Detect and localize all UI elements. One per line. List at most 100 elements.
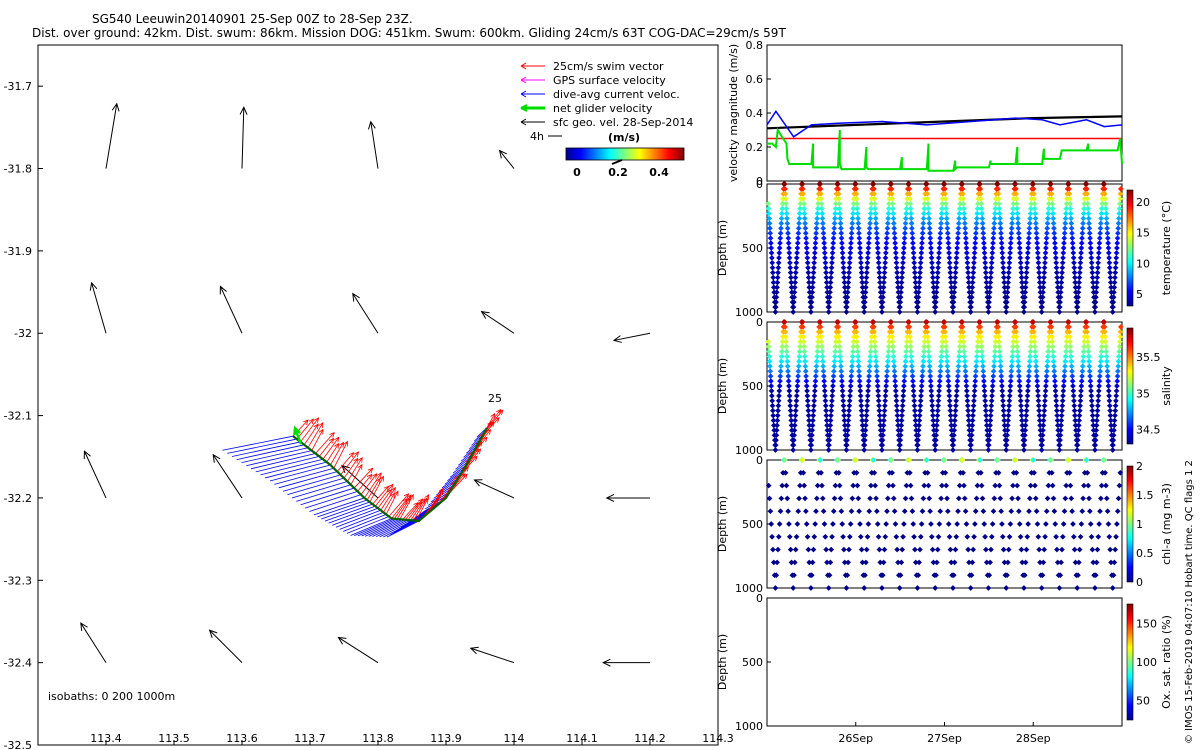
profile-sample (890, 210, 897, 217)
profile-sample (1099, 333, 1106, 340)
profile-sample (882, 250, 889, 256)
profile-sample (999, 521, 1005, 527)
profile-sample (982, 397, 989, 404)
profile-sample (937, 230, 944, 237)
profile-sample (866, 368, 873, 375)
profile-sample (912, 417, 919, 424)
profile-sample (908, 220, 915, 227)
profile-sample (979, 348, 985, 355)
profile-sample (1054, 417, 1061, 424)
profile-sample (909, 230, 916, 237)
profile-sample (858, 397, 864, 404)
profile-sample (854, 348, 861, 355)
profile-sample (799, 181, 806, 187)
profile-sample (819, 205, 825, 212)
profile-sample (904, 333, 910, 340)
profile-sample (1093, 432, 1099, 439)
profile-sample (934, 279, 940, 286)
profile-sample (859, 412, 865, 419)
geo-velocity-arrow (473, 479, 515, 499)
profile-sample (1105, 240, 1111, 246)
swim-vector (340, 451, 360, 476)
profile-sample (1015, 368, 1022, 375)
profile-sample (805, 274, 812, 281)
profile-sample (1009, 358, 1015, 365)
profile-sample (1115, 225, 1122, 232)
profile-sample (767, 230, 774, 237)
profile-sample (1058, 412, 1065, 419)
profile-sample (1115, 363, 1122, 370)
profile-sample (963, 240, 969, 246)
dive-avg-current-line (766, 109, 1123, 138)
profile-sample (985, 442, 992, 448)
profile-sample (889, 200, 896, 207)
profile-sample (856, 368, 862, 375)
profile-sample (959, 319, 966, 325)
profile-sample (775, 259, 782, 266)
profile-sample (844, 437, 850, 443)
profile-sample (937, 225, 944, 232)
track-label-25: 25 (488, 392, 502, 405)
profile-sample (774, 412, 781, 419)
profile-sample (768, 521, 775, 527)
profile-sample (802, 363, 809, 370)
profile-sample (1086, 220, 1092, 227)
profile-sample (1036, 279, 1043, 286)
profile-sample (1000, 402, 1007, 409)
profile-sample (784, 215, 790, 222)
profile-sample (1012, 319, 1019, 325)
profile-sample (941, 319, 948, 325)
profile-sample (813, 368, 819, 375)
profile-sample (854, 200, 860, 207)
profile-sample (961, 482, 967, 489)
profile-sample (978, 469, 984, 476)
profile-sample (942, 333, 949, 340)
profile-sample (1062, 363, 1068, 370)
profile-sample (824, 284, 830, 291)
profile-sample (1061, 240, 1067, 246)
profile-sample (979, 210, 985, 217)
profile-sample (1075, 437, 1081, 443)
profile-sample (1084, 195, 1091, 202)
profile-sample (1032, 495, 1039, 502)
profile-sample (917, 402, 924, 409)
profile-sample (879, 309, 885, 315)
profile-sample (999, 250, 1006, 256)
profile-sample (1004, 299, 1010, 305)
profile-sample (886, 195, 893, 202)
profile-sample (885, 353, 891, 360)
profile-sample (1027, 343, 1034, 350)
profile-sample (810, 274, 817, 281)
profile-sample (993, 333, 999, 340)
profile-sample (1045, 482, 1052, 489)
profile-sample (1096, 240, 1103, 246)
colorbar-units: (m/s) (608, 131, 640, 144)
colorbar-gradient (565, 147, 685, 161)
profile-sample (894, 269, 900, 276)
profile-sample (882, 397, 889, 404)
profile-sample (770, 546, 776, 553)
profile-sample (1102, 338, 1109, 345)
profile-sample (837, 220, 844, 227)
profile-sample (820, 508, 827, 515)
profile-sample (779, 200, 786, 207)
profile-sample (898, 417, 905, 424)
profile-sample (1035, 255, 1041, 261)
profile-sample (956, 482, 963, 489)
profile-sample (1025, 378, 1032, 384)
profile-sample (769, 397, 776, 404)
profile-sample (853, 195, 860, 202)
profile-sample (803, 508, 809, 515)
profile-sample (1095, 402, 1101, 409)
profile-sample (832, 215, 838, 222)
profile-sample (890, 482, 896, 489)
profile-sample (873, 368, 880, 375)
profile-sample (1033, 220, 1039, 227)
profile-sample (957, 338, 963, 345)
profile-sample (835, 181, 841, 187)
profile-sample (1021, 304, 1028, 310)
profile-sample (928, 383, 934, 389)
profile-sample (1015, 225, 1022, 232)
profile-sample (919, 373, 926, 379)
profile-sample (977, 191, 984, 197)
